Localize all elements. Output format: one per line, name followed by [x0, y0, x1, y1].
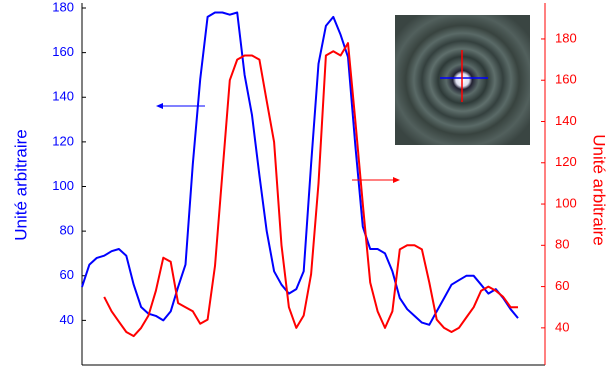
y-tick-label: 40 — [60, 312, 74, 327]
y2-tick-label: 40 — [555, 319, 569, 334]
y-tick-label: 160 — [52, 44, 74, 59]
arrow-head — [393, 177, 400, 183]
y-tick-label: 120 — [52, 133, 74, 148]
line-series — [103, 42, 518, 338]
y2-tick-label: 60 — [555, 278, 569, 293]
y2-tick-label: 180 — [555, 30, 577, 45]
y-tick-label: 80 — [60, 223, 74, 238]
arrow-head — [156, 103, 163, 109]
y-tick-label: 100 — [52, 178, 74, 193]
y2-tick-label: 160 — [555, 72, 577, 87]
plot-area: 40 60 80 100 120 140 160 180 40 60 80 100 120 140 160 1… — [52, 0, 577, 366]
y2-tick-label: 80 — [555, 237, 569, 252]
y-tick-label: 60 — [60, 267, 74, 282]
inset-image — [395, 15, 530, 145]
line-series — [81, 11, 519, 326]
arrows — [156, 103, 400, 183]
y2-tick-label: 140 — [555, 113, 577, 128]
y-tick-label: 180 — [52, 0, 74, 14]
y-axis-label: Unité arbitraire — [11, 129, 30, 241]
y2-tick-label: 120 — [555, 154, 577, 169]
y2-axis-label: Unité arbitraire — [590, 134, 609, 246]
y2-tick-label: 100 — [555, 195, 577, 210]
y-tick-label: 140 — [52, 89, 74, 104]
